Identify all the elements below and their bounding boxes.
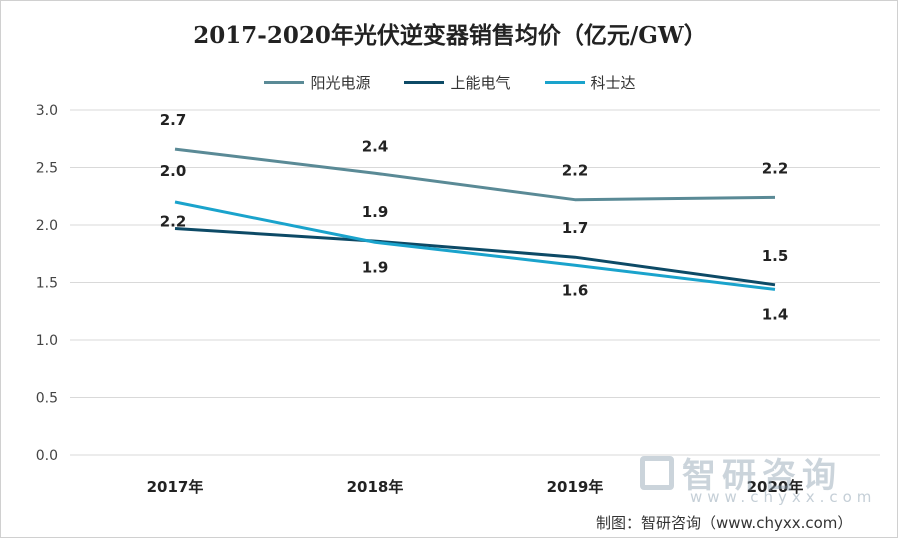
data-label-series-0-2: 2.2: [562, 162, 589, 180]
data-label-series-1-3: 1.5: [762, 247, 789, 265]
legend-label-series-1: 上能电气: [450, 74, 511, 92]
x-tick-label-2: 2019年: [547, 478, 604, 496]
y-tick-label-3: 1.5: [36, 276, 58, 292]
x-tick-label-1: 2018年: [347, 478, 404, 496]
chart-credit: 制图：智研咨询（www.chyxx.com）: [596, 514, 853, 532]
watermark-logo: 智研咨询: [640, 448, 842, 497]
series-line-1: [174, 226, 776, 287]
y-tick-label-6: 3.0: [36, 103, 58, 119]
data-label-series-2-3: 1.4: [762, 305, 789, 323]
data-label-series-0-1: 2.4: [362, 137, 389, 155]
data-label-series-2-2: 1.6: [562, 281, 589, 299]
data-label-series-0-0: 2.7: [160, 111, 187, 129]
watermark-url: www.chyxx.com: [690, 488, 877, 506]
watermark-logo-icon: [640, 455, 674, 490]
y-tick-label-2: 1.0: [36, 333, 58, 349]
legend-label-series-2: 科士达: [590, 74, 636, 92]
chart-title: 2017-2020年光伏逆变器销售均价（亿元/GW）: [193, 22, 707, 49]
legend-label-series-0: 阳光电源: [310, 74, 371, 92]
y-tick-label-5: 2.5: [36, 161, 58, 177]
data-label-series-1-0: 2.2: [160, 212, 187, 230]
x-tick-label-0: 2017年: [147, 478, 204, 496]
y-tick-label-4: 2.0: [36, 218, 58, 234]
legend: 阳光电源 上能电气 科士达: [0, 72, 900, 93]
series-line-0: [174, 147, 776, 202]
data-label-series-2-1: 1.9: [362, 258, 389, 276]
data-label-series-1-1: 1.9: [362, 203, 389, 221]
data-label-series-2-0: 2.0: [160, 162, 187, 180]
watermark-text: 智研咨询: [682, 456, 842, 496]
y-tick-label-1: 0.5: [36, 391, 58, 407]
data-label-series-0-3: 2.2: [762, 159, 789, 177]
x-tick-label-3: 2020年: [747, 478, 804, 496]
legend-swatch-series-1: [404, 81, 445, 84]
y-tick-label-0: 0.0: [36, 448, 58, 464]
legend-swatch-series-2: [544, 81, 585, 84]
series-line-2: [174, 200, 776, 291]
legend-swatch-series-0: [264, 81, 305, 84]
legend-item-series-0: 阳光电源: [264, 72, 370, 93]
data-label-series-1-2: 1.7: [562, 219, 589, 237]
legend-item-series-1: 上能电气: [404, 72, 511, 93]
legend-item-series-2: 科士达: [544, 72, 636, 93]
